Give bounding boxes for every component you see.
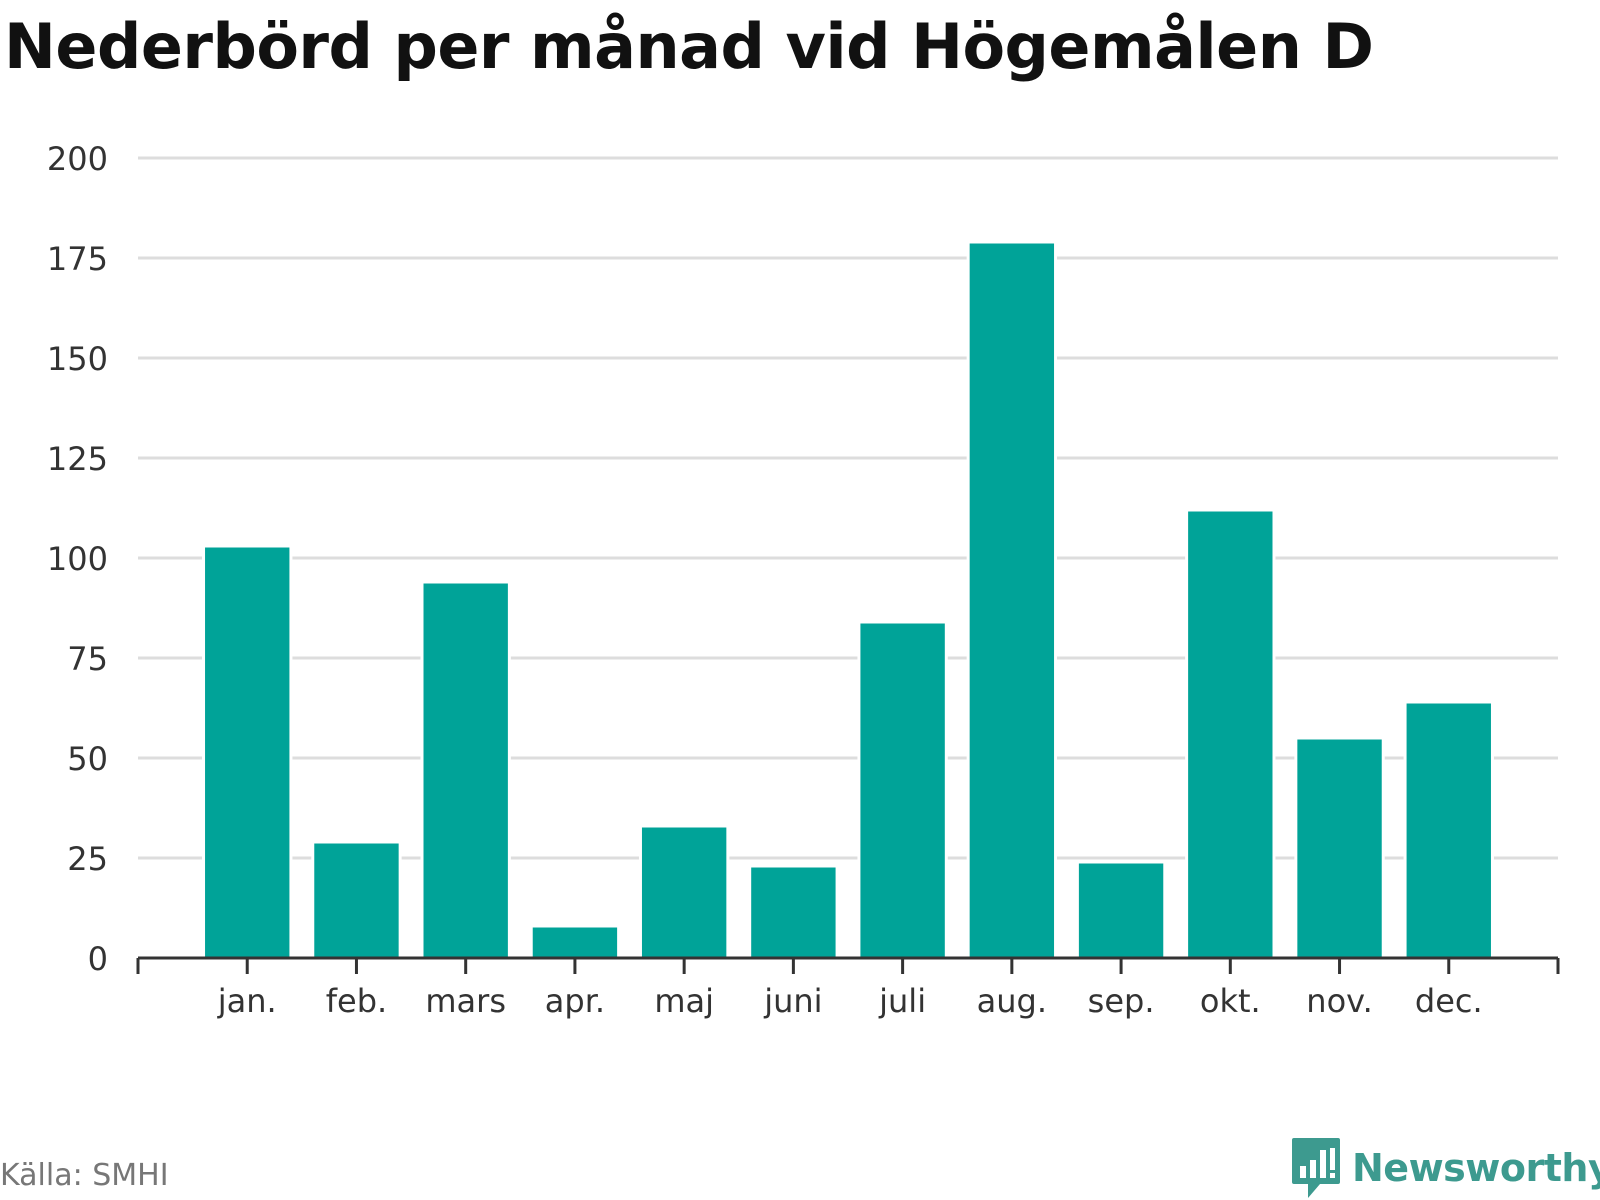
x-tick-label: apr. bbox=[545, 982, 605, 1020]
x-tick-label: juni bbox=[763, 982, 822, 1020]
y-tick-label: 0 bbox=[88, 940, 108, 978]
x-tick-label: okt. bbox=[1200, 982, 1261, 1020]
bar bbox=[311, 840, 402, 960]
x-tick-label: aug. bbox=[977, 982, 1047, 1020]
bar bbox=[1294, 736, 1385, 960]
y-tick-label: 75 bbox=[67, 640, 108, 678]
bar bbox=[1403, 700, 1494, 960]
bar bbox=[748, 864, 839, 960]
x-tick-label: dec. bbox=[1415, 982, 1483, 1020]
bar bbox=[1075, 860, 1167, 960]
y-tick-label: 150 bbox=[47, 340, 108, 378]
y-tick-labels: 0 25 50 75 100 125 150 175 200 bbox=[47, 140, 108, 978]
x-tick-label: maj bbox=[654, 982, 714, 1020]
bar bbox=[966, 240, 1058, 960]
x-tick-label: nov. bbox=[1306, 982, 1372, 1020]
y-tick-label: 25 bbox=[67, 840, 108, 878]
bar-chart-speech-bubble-icon bbox=[1292, 1138, 1340, 1198]
source-label: Källa: SMHI bbox=[0, 1158, 169, 1193]
x-tick-label: sep. bbox=[1088, 982, 1155, 1020]
brand-logo[interactable]: Newsworthy bbox=[1290, 1136, 1600, 1200]
x-tick-label: mars bbox=[425, 982, 506, 1020]
bar bbox=[638, 824, 730, 960]
x-tick-label: feb. bbox=[326, 982, 387, 1020]
y-tick-label: 200 bbox=[47, 140, 108, 178]
y-tick-label: 125 bbox=[47, 440, 108, 478]
y-tick-label: 175 bbox=[47, 240, 108, 278]
x-tick-labels: jan. feb. mars apr. maj juni juli aug. sep. okt. n… bbox=[217, 982, 1483, 1020]
bar bbox=[857, 620, 948, 960]
brand-name: Newsworthy bbox=[1352, 1146, 1600, 1190]
y-tick-label: 50 bbox=[67, 740, 108, 778]
bar bbox=[529, 924, 621, 960]
x-tick-label: jan. bbox=[217, 982, 277, 1020]
x-axis bbox=[136, 956, 1560, 974]
y-tick-label: 100 bbox=[47, 540, 108, 578]
bar bbox=[1185, 508, 1276, 960]
chart-title: Nederbörd per månad vid Högemålen D bbox=[4, 10, 1374, 83]
x-tick-label: juli bbox=[878, 982, 926, 1020]
bar bbox=[202, 544, 293, 960]
bar bbox=[420, 580, 511, 960]
bars bbox=[202, 240, 1494, 960]
